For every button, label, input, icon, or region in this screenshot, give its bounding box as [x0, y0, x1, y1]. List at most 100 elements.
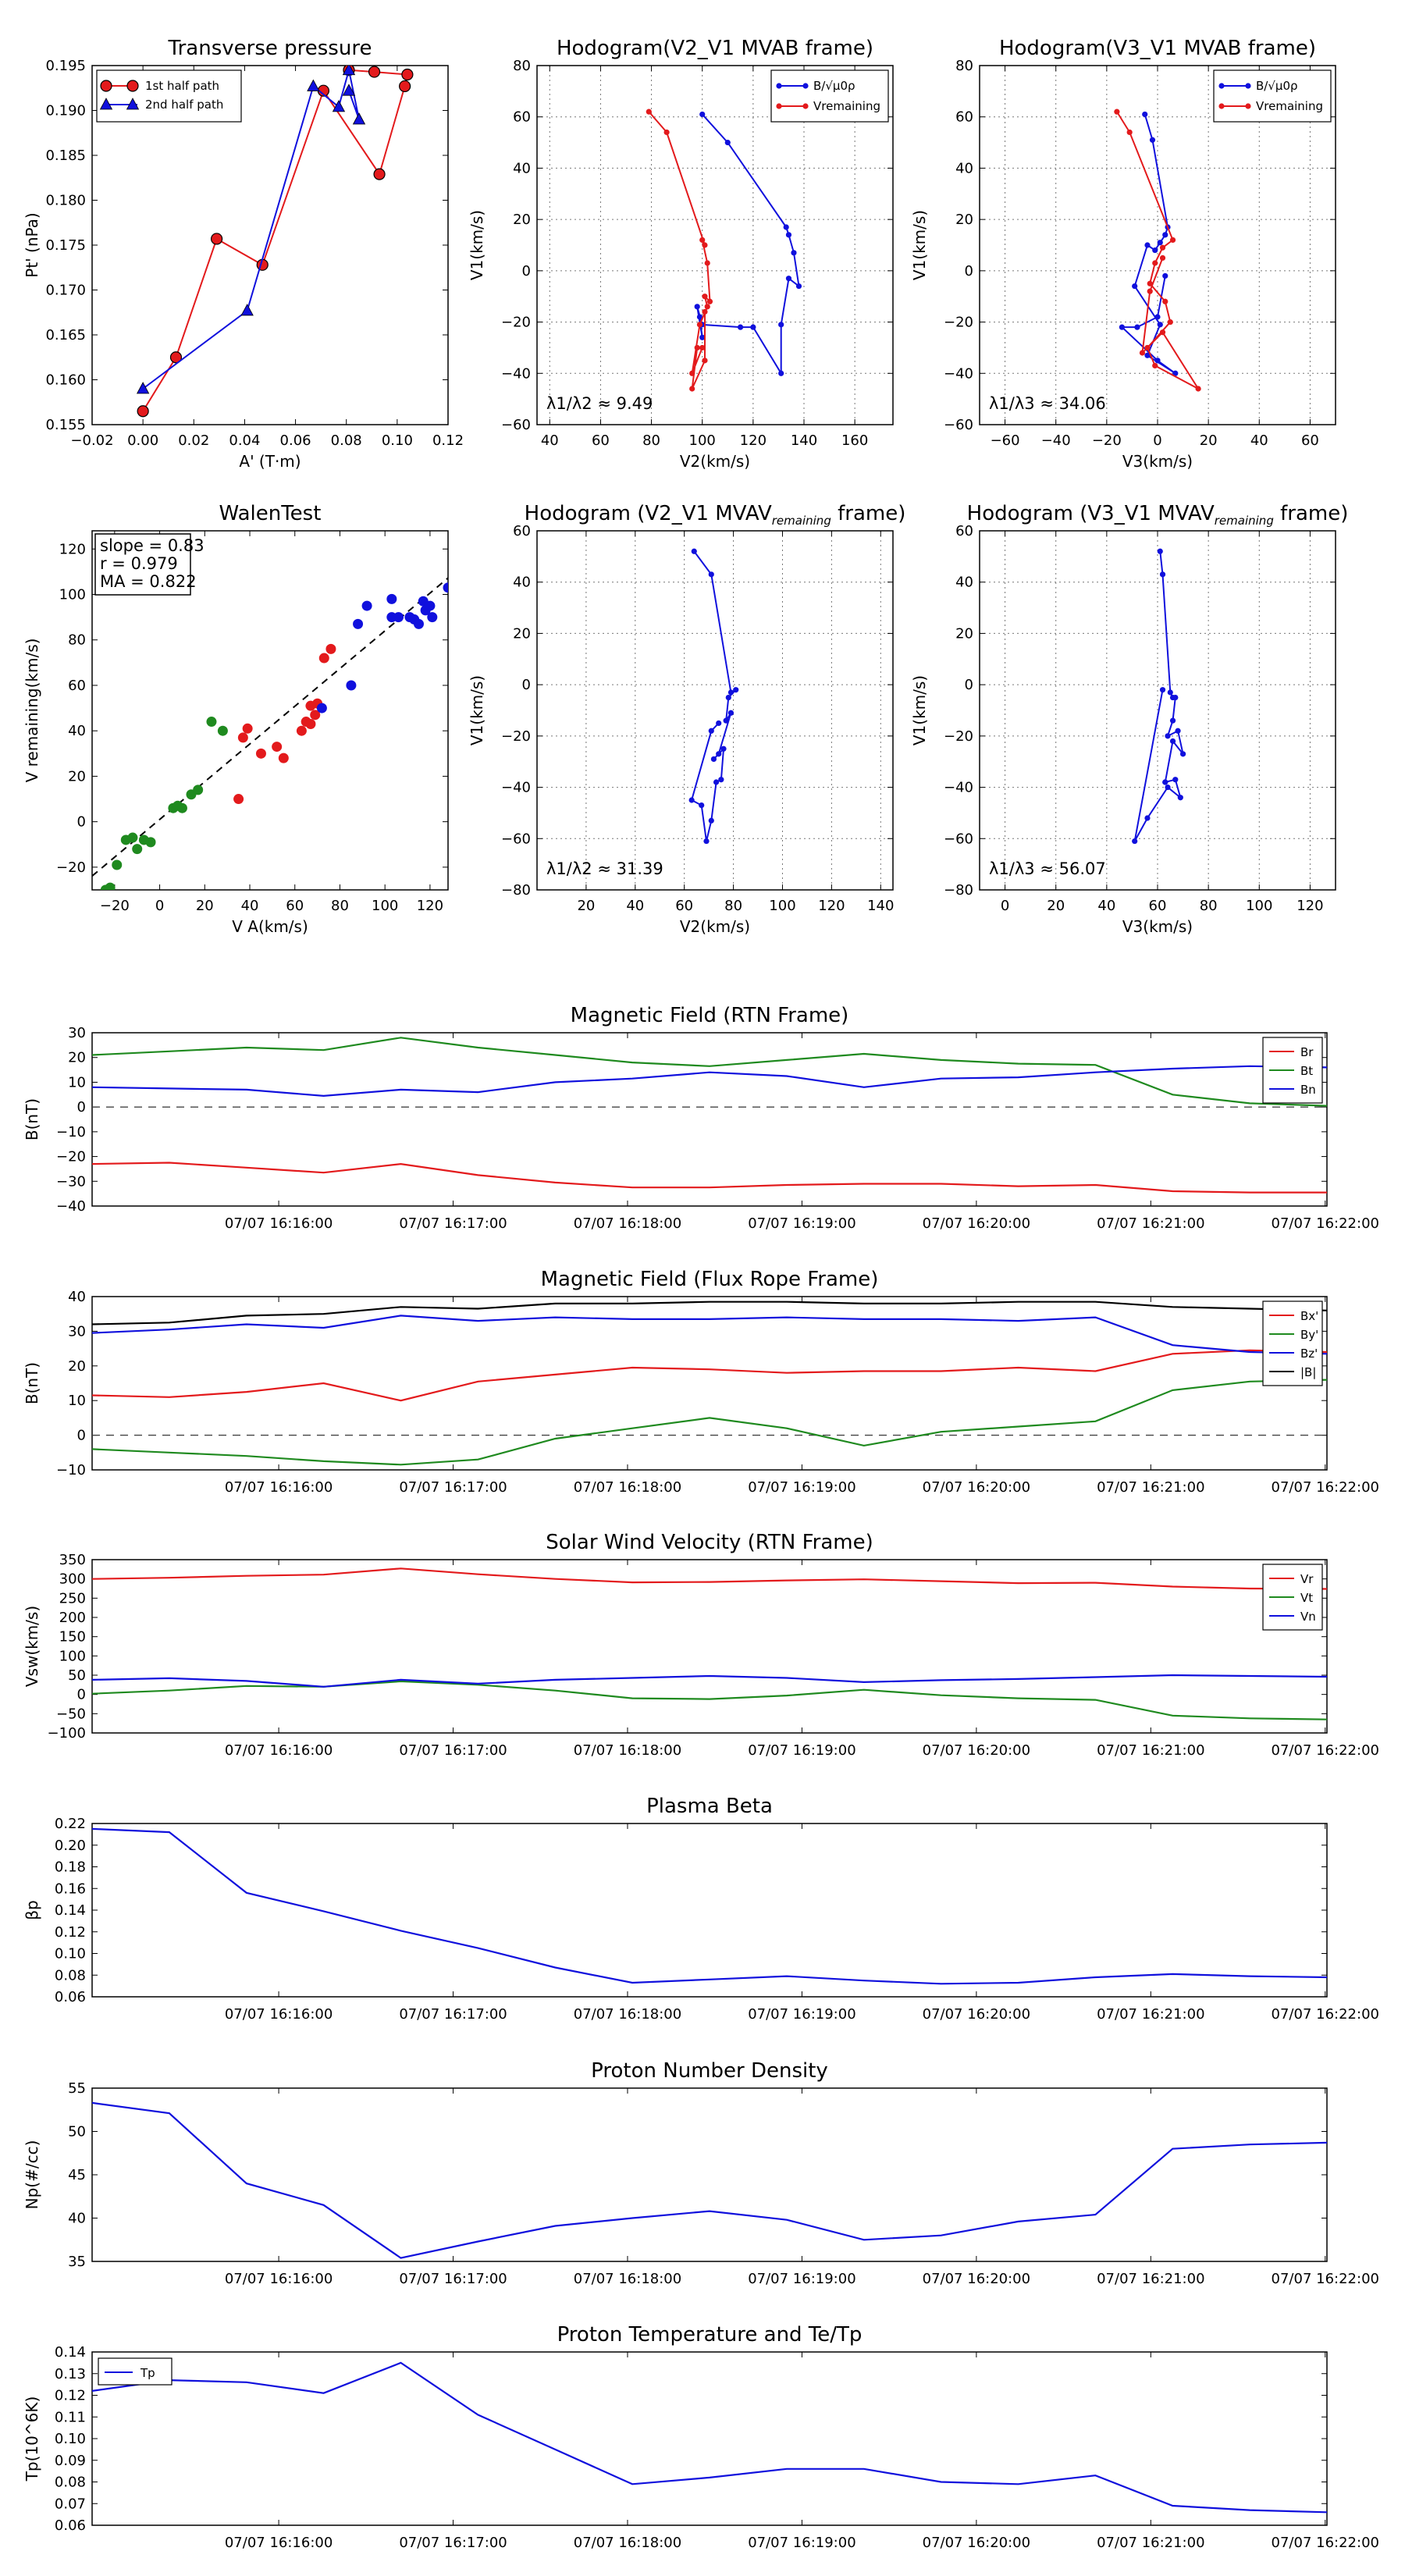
legend-marker: [1245, 103, 1251, 109]
data-point: [699, 344, 706, 351]
y-tick-label: 0: [522, 677, 531, 693]
chart-title-main: Hodogram (V3_V1 MVAV: [967, 502, 1215, 525]
x-tick-label: 07/07 16:20:00: [923, 1215, 1030, 1232]
data-point: [783, 224, 789, 230]
x-tick-label: 07/07 16:18:00: [574, 1215, 681, 1232]
x-tick-label: 07/07 16:22:00: [1272, 2271, 1379, 2287]
legend-label: |B|: [1300, 1365, 1316, 1379]
x-tick-label: 40: [541, 432, 559, 449]
x-tick-label: 100: [769, 898, 795, 914]
y-tick-label: −40: [501, 780, 531, 796]
x-tick-label: 0.08: [331, 432, 362, 449]
y-tick-label: −50: [56, 1706, 86, 1722]
plot-area: [1114, 109, 1201, 392]
y-tick-label: 40: [68, 2211, 86, 2227]
y-axis-label: V1(km/s): [910, 210, 929, 280]
series-line-Vt: [92, 1680, 1327, 1720]
x-tick-label: 07/07 16:18:00: [574, 2006, 681, 2023]
plot-frame: [536, 65, 894, 425]
x-tick-label: 07/07 16:20:00: [923, 1479, 1030, 1496]
plot-frame: [91, 530, 449, 891]
data-point: [233, 794, 244, 805]
data-point: [211, 233, 223, 245]
x-tick-label: 07/07 16:21:00: [1097, 1742, 1204, 1759]
legend-label: By': [1300, 1328, 1318, 1342]
chart-title-sub: remaining: [1215, 514, 1274, 528]
x-tick-label: 40: [241, 898, 259, 914]
data-point: [193, 785, 204, 795]
chart-sw: 07/07 16:16:00 07/07 16:17:00 07/07 16:18:…: [23, 1531, 1379, 1759]
y-axis-label: Np(#/cc): [23, 2140, 41, 2210]
x-tick-label: 07/07 16:21:00: [1097, 2271, 1204, 2287]
y-tick-label: −20: [56, 859, 86, 876]
legend-box: [96, 69, 242, 123]
data-point: [1144, 242, 1151, 248]
y-tick-label: 0.195: [45, 58, 86, 74]
data-point: [346, 680, 357, 691]
y-axis-label: βp: [23, 1900, 41, 1920]
data-point: [737, 324, 744, 330]
data-point: [240, 304, 254, 316]
x-tick-label: 0.00: [127, 432, 158, 449]
data-point: [1147, 280, 1153, 286]
plot-frame: [91, 1032, 1328, 1207]
series-line-Bx': [92, 1349, 1327, 1402]
chart-title-sub: remaining: [772, 514, 831, 528]
x-tick-label: 120: [1297, 898, 1323, 914]
data-point: [713, 779, 720, 785]
y-tick-label: 250: [59, 1590, 86, 1606]
x-tick-label: 07/07 16:19:00: [748, 2271, 855, 2287]
data-point: [725, 694, 731, 701]
data-point: [368, 66, 381, 78]
series-line-Bz': [92, 1315, 1327, 1355]
legend-marker: [126, 98, 140, 110]
x-tick-label: 20: [1047, 898, 1065, 914]
x-tick-label: 07/07 16:22:00: [1272, 1479, 1379, 1496]
data-point: [716, 720, 722, 727]
x-tick-label: 07/07 16:16:00: [225, 2006, 333, 2023]
y-tick-label: 20: [955, 212, 973, 228]
data-point: [278, 753, 289, 763]
legend-label: B/√μ0ρ: [813, 79, 855, 93]
legend-label: Vremaining: [813, 99, 880, 113]
y-tick-label: 120: [59, 541, 86, 557]
y-tick-label: −40: [56, 1198, 86, 1215]
data-point: [332, 100, 346, 112]
chart-mfrtn: 07/07 16:16:00 07/07 16:17:00 07/07 16:18:…: [23, 1004, 1379, 1232]
y-tick-label: −40: [944, 780, 973, 796]
y-tick-label: 0.20: [55, 1838, 86, 1854]
y-tick-label: 150: [59, 1629, 86, 1646]
y-tick-label: 0.175: [45, 237, 86, 254]
x-tick-label: 60: [592, 432, 610, 449]
y-tick-label: 0.07: [55, 2496, 86, 2512]
data-point: [1159, 244, 1166, 251]
y-tick-label: 10: [68, 1074, 86, 1091]
y-tick-label: 0: [77, 1687, 86, 1703]
y-axis-label: Vsw(km/s): [23, 1606, 41, 1687]
y-tick-label: 0.08: [55, 1967, 86, 1984]
x-tick-label: 100: [372, 898, 398, 914]
x-tick-label: 07/07 16:20:00: [923, 2006, 1030, 2023]
y-tick-label: −10: [56, 1462, 86, 1478]
chart-h1: 40 60 80 100 120 140 160 −60 −40 −20 0 20 40 60 80 Hodo…: [468, 37, 894, 471]
y-tick-label: −80: [501, 882, 531, 898]
data-point: [1169, 237, 1176, 244]
x-tick-label: 07/07 16:18:00: [574, 2271, 681, 2287]
series-line-Br: [92, 1162, 1327, 1194]
data-point: [169, 351, 183, 364]
plot-area: [92, 2361, 1327, 2514]
y-tick-label: 55: [68, 2080, 86, 2097]
y-tick-label: 20: [68, 768, 86, 785]
y-tick-label: 0.13: [55, 2366, 86, 2382]
data-point: [176, 802, 187, 813]
y-tick-label: 30: [68, 1025, 86, 1041]
y-tick-label: 0: [522, 263, 531, 279]
data-point: [646, 109, 652, 115]
data-point: [1152, 260, 1158, 266]
x-tick-label: 07/07 16:19:00: [748, 2535, 855, 2551]
legend-label: Vt: [1300, 1591, 1313, 1605]
data-point: [1165, 733, 1171, 739]
x-axis-label: A' (T·m): [239, 452, 301, 471]
legend-label: 1st half path: [145, 79, 219, 93]
y-tick-label: −60: [944, 831, 973, 847]
